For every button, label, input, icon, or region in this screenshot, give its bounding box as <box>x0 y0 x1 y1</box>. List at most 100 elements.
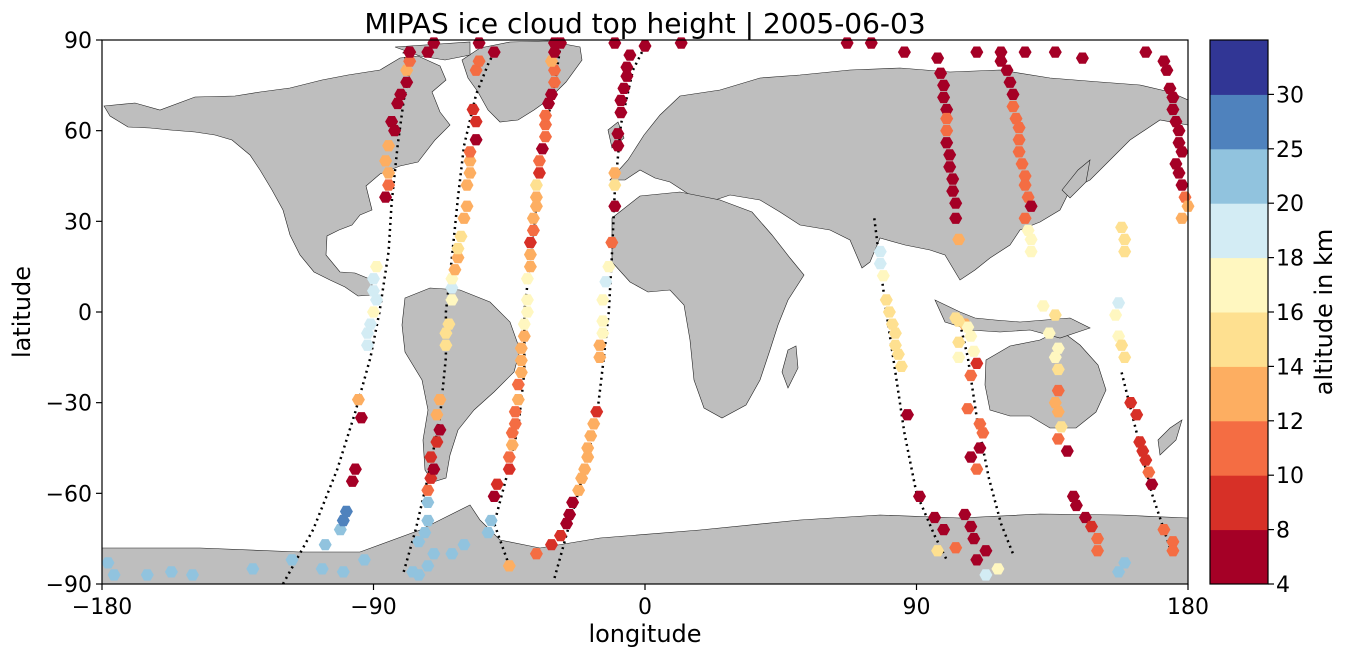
y-tick-label: −90 <box>46 573 92 598</box>
cloud-top-marker <box>611 140 625 152</box>
cloud-top-marker <box>1012 134 1026 146</box>
cloud-top-marker <box>487 490 501 502</box>
cloud-top-marker <box>931 52 945 64</box>
cloud-top-marker <box>617 82 631 94</box>
cloud-top-marker <box>529 191 543 203</box>
cloud-top-marker <box>433 424 447 436</box>
cloud-top-marker <box>1145 478 1159 490</box>
cloud-top-marker <box>979 569 993 581</box>
cloud-top-marker <box>946 173 960 185</box>
y-axis-label: latitude <box>8 266 36 358</box>
cloud-top-marker <box>424 451 438 463</box>
colorbar-tick-label: 16 <box>1276 301 1304 326</box>
cloud-top-marker <box>421 514 435 527</box>
cloud-top-marker <box>940 137 954 149</box>
cloud-top-marker <box>1018 212 1032 224</box>
cloud-top-marker <box>937 91 951 104</box>
cloud-top-marker <box>879 294 893 306</box>
cloud-top-marker <box>1015 158 1029 170</box>
colorbar-segment <box>1210 529 1268 585</box>
cloud-top-marker <box>967 533 981 545</box>
orbit-track <box>873 218 948 561</box>
cloud-top-marker <box>451 242 465 255</box>
cloud-top-marker <box>502 463 516 475</box>
cloud-top-marker <box>457 539 471 551</box>
cloud-top-marker <box>961 321 975 333</box>
cloud-top-marker <box>897 46 911 58</box>
cloud-top-marker <box>1166 545 1180 557</box>
y-tick-label: −30 <box>46 392 92 417</box>
cloud-top-marker <box>1115 221 1129 233</box>
cloud-top-marker <box>1175 212 1189 224</box>
cloud-top-marker <box>403 46 417 58</box>
cloud-top-marker <box>970 554 984 566</box>
x-tick-label: 0 <box>638 595 652 620</box>
cloud-top-marker <box>445 273 459 285</box>
cloud-top-marker <box>967 345 981 357</box>
cloud-top-marker <box>463 146 477 158</box>
cloud-top-marker <box>952 233 966 246</box>
cloud-top-marker <box>472 55 486 67</box>
cloud-top-marker <box>578 463 592 475</box>
cloud-top-marker <box>1051 342 1065 354</box>
cloud-top-marker <box>379 191 393 203</box>
cloud-top-marker <box>970 46 984 58</box>
cloud-top-marker <box>107 569 121 581</box>
cloud-top-marker <box>542 97 555 110</box>
eurasia-land <box>609 67 1189 281</box>
cloud-top-marker <box>460 200 474 212</box>
cloud-top-marker <box>952 315 966 327</box>
cloud-top-marker <box>1139 46 1153 58</box>
cloud-top-marker <box>391 97 405 110</box>
cloud-top-marker <box>1130 409 1144 421</box>
cloud-top-marker <box>421 484 435 496</box>
cloud-top-marker <box>418 527 432 539</box>
cloud-top-marker <box>949 542 963 554</box>
cloud-top-marker <box>1091 545 1104 557</box>
cloud-top-marker <box>427 463 441 475</box>
cloud-top-marker <box>520 306 534 318</box>
cloud-top-marker <box>973 418 987 430</box>
cloud-top-marker <box>140 569 154 581</box>
cloud-top-marker <box>421 560 435 572</box>
cloud-top-marker <box>1175 146 1189 158</box>
cloud-top-marker <box>566 496 580 508</box>
cloud-top-marker <box>964 369 978 382</box>
cloud-top-marker <box>548 76 561 88</box>
cloud-top-marker <box>439 339 453 351</box>
cloud-top-marker <box>164 566 178 578</box>
cloud-top-marker <box>882 306 896 318</box>
y-tick-label: 30 <box>64 210 92 235</box>
cloud-top-marker <box>873 245 887 258</box>
cloud-top-marker <box>614 106 628 119</box>
cloud-top-marker <box>1003 76 1017 88</box>
cloud-top-marker <box>940 103 954 116</box>
cloud-top-marker <box>1051 363 1065 376</box>
cloud-top-marker <box>1163 82 1177 94</box>
cloud-top-marker <box>508 418 522 430</box>
cloud-top-marker <box>529 179 543 191</box>
cloud-top-marker <box>1048 351 1062 363</box>
cloud-top-marker <box>445 548 459 560</box>
cloud-top-marker <box>937 79 951 91</box>
cloud-top-marker <box>1009 112 1023 125</box>
cloud-top-marker <box>469 64 483 76</box>
cloud-top-marker <box>1024 245 1038 258</box>
cloud-top-marker <box>430 409 444 421</box>
cloud-top-marker <box>572 484 586 496</box>
x-axis: −180 −90 0 90 180 <box>72 584 1209 620</box>
cloud-top-marker <box>964 451 978 463</box>
cloud-top-marker <box>976 427 990 439</box>
cloud-top-marker <box>539 109 552 122</box>
cloud-top-marker <box>532 167 546 179</box>
cloud-top-marker <box>400 76 414 88</box>
antarctica-land <box>101 504 1189 585</box>
cloud-top-marker <box>514 366 528 379</box>
cloud-top-marker <box>943 161 957 173</box>
cloud-top-marker <box>367 285 380 297</box>
cloud-top-marker <box>511 394 525 406</box>
cloud-top-marker <box>336 566 350 578</box>
cloud-top-marker <box>970 463 984 475</box>
cloud-top-marker <box>1166 91 1180 104</box>
cloud-top-marker <box>487 46 501 58</box>
